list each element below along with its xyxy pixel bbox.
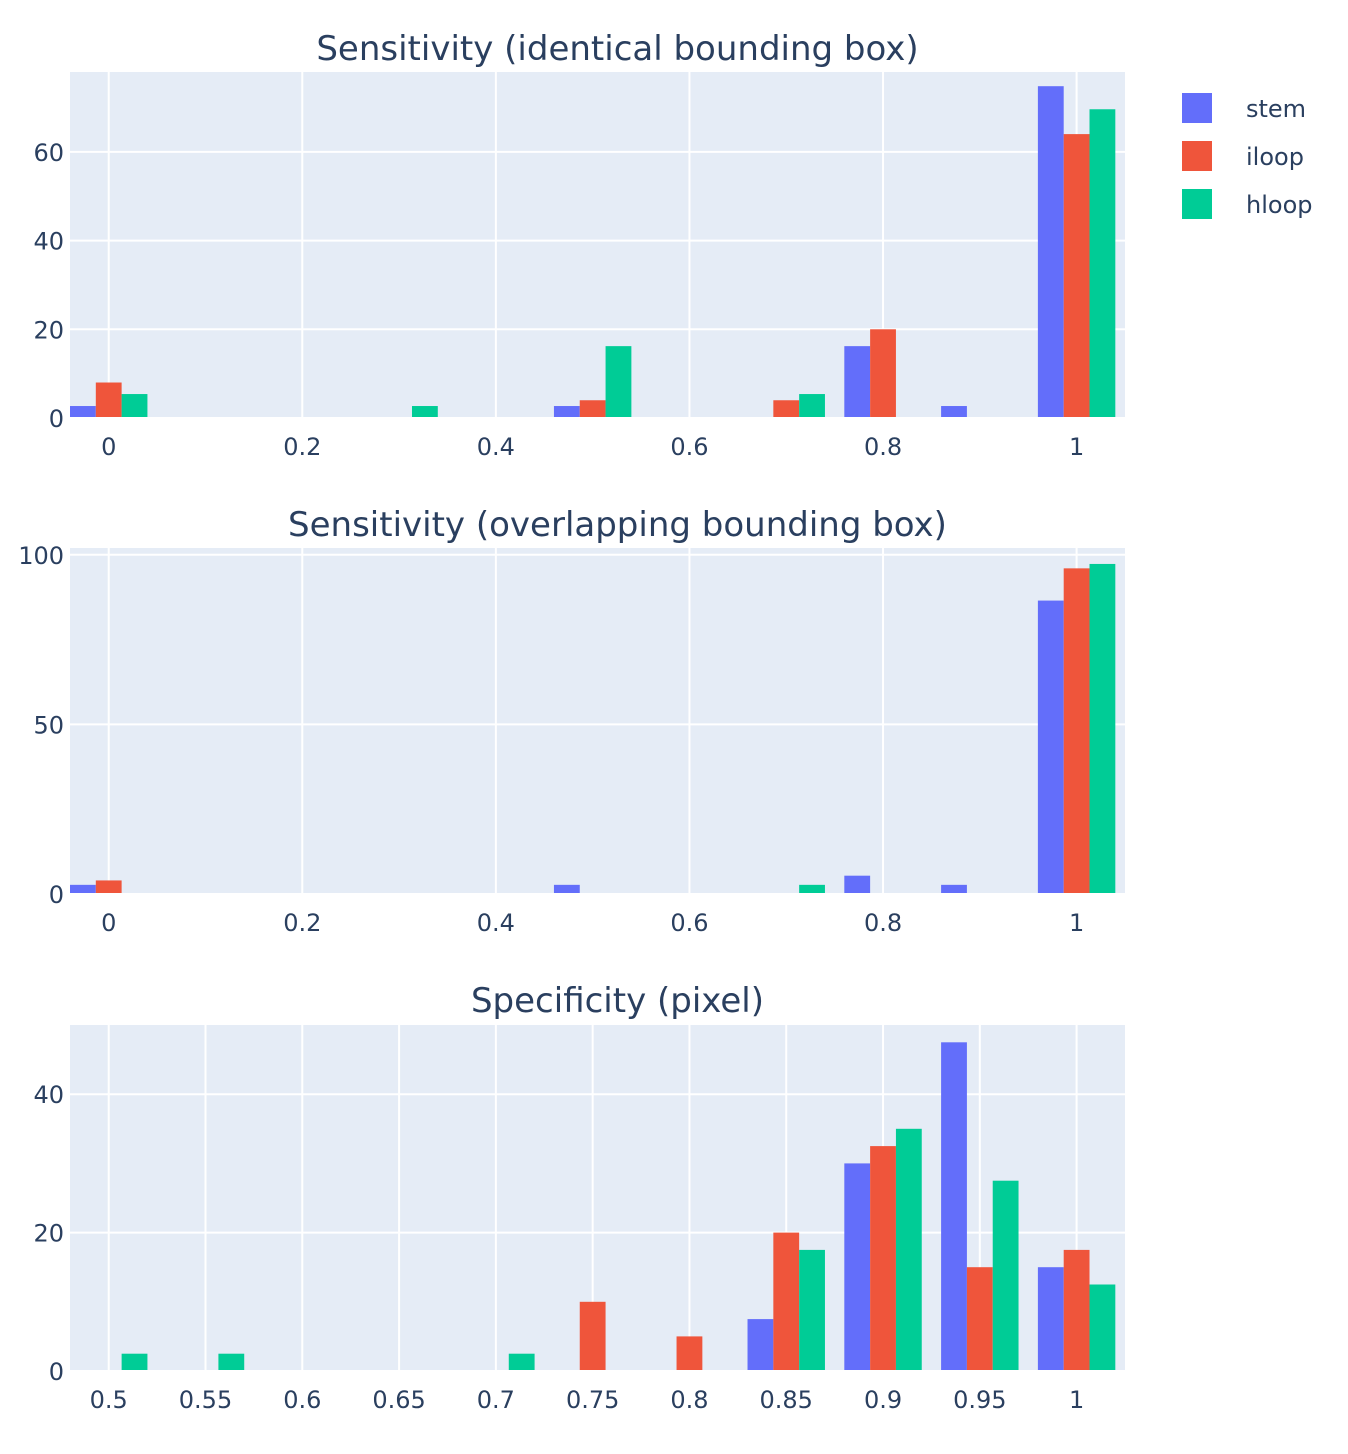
- bar-stem-8: [844, 875, 871, 894]
- bar-hloop-0: [121, 394, 148, 418]
- legend-swatch: [1182, 141, 1212, 171]
- x-tick-label: 0.65: [372, 1386, 425, 1414]
- x-tick-label: 1: [1069, 1386, 1084, 1414]
- bar-stem-10: [1037, 86, 1064, 418]
- bar-stem-10: [1037, 1267, 1064, 1371]
- bar-stem-0: [70, 884, 96, 894]
- x-tick-label: 0.85: [760, 1386, 813, 1414]
- legend-item-hloop[interactable]: hloop: [1182, 189, 1312, 219]
- bar-iloop-0: [95, 382, 122, 418]
- x-tick-label: 0.2: [283, 433, 321, 461]
- bar-hloop-8: [895, 1128, 922, 1371]
- x-tick-label: 0: [101, 433, 116, 461]
- bar-iloop-5: [579, 400, 606, 418]
- x-tick-label: 0.7: [477, 1386, 515, 1414]
- x-tick-label: 0.8: [864, 433, 902, 461]
- bar-iloop-0: [95, 880, 122, 894]
- legend-item-iloop[interactable]: iloop: [1182, 141, 1304, 171]
- x-tick-label: 0.4: [477, 433, 515, 461]
- bar-iloop-9: [966, 1267, 993, 1371]
- x-tick-label: 0.2: [283, 909, 321, 937]
- chart-title: Specificity (pixel): [471, 981, 764, 1021]
- bar-hloop-4: [508, 1353, 535, 1371]
- bar-hloop-10: [1089, 563, 1116, 894]
- bar-iloop-7: [773, 1232, 800, 1371]
- bar-iloop-8: [870, 1146, 896, 1371]
- x-tick-label: 0.8: [864, 909, 902, 937]
- legend-swatch: [1182, 189, 1212, 219]
- x-tick-label: 0.55: [179, 1386, 232, 1414]
- bar-hloop-0: [121, 1353, 148, 1371]
- bar-hloop-7: [799, 394, 825, 418]
- bar-stem-9: [941, 884, 967, 894]
- y-tick-label: 20: [33, 316, 64, 344]
- legend-swatch: [1182, 93, 1212, 123]
- bar-iloop-10: [1063, 568, 1090, 894]
- y-tick-label: 40: [33, 1081, 64, 1109]
- y-tick-label: 0: [49, 405, 64, 433]
- chart-panel-1: 0 0.2 0.4 0.6 0.8 1 0 20 40 60 Sensitivity (identi…: [33, 29, 1125, 461]
- x-tick-label: 1: [1069, 433, 1084, 461]
- plot-background: [70, 72, 1125, 418]
- bar-stem-10: [1037, 600, 1064, 894]
- bar-iloop-6: [676, 1336, 703, 1371]
- chart-panel-2: 0 0.2 0.4 0.6 0.8 1 0 50 100 Sensitivity (overlap…: [18, 505, 1125, 937]
- bar-hloop-5: [605, 346, 632, 418]
- bar-iloop-10: [1063, 1249, 1090, 1371]
- bar-iloop-8: [870, 329, 896, 418]
- bar-stem-0: [70, 406, 96, 418]
- x-tick-label: 0.75: [566, 1386, 619, 1414]
- x-tick-label: 0: [101, 909, 116, 937]
- bar-stem-8: [844, 346, 871, 418]
- y-tick-label: 0: [49, 881, 64, 909]
- chart-title: Sensitivity (overlapping bounding box): [288, 505, 947, 545]
- legend: stem iloop hloop: [1182, 93, 1312, 219]
- y-tick-label: 40: [33, 228, 64, 256]
- legend-item-stem[interactable]: stem: [1182, 93, 1306, 123]
- legend-label: stem: [1246, 95, 1306, 123]
- x-tick-label: 0.8: [670, 1386, 708, 1414]
- bar-stem-7: [747, 1319, 774, 1371]
- bar-hloop-7: [799, 1249, 825, 1371]
- x-tick-label: 0.6: [283, 1386, 321, 1414]
- bar-stem-5: [553, 406, 580, 418]
- bar-stem-9: [941, 1042, 967, 1371]
- bar-hloop-7: [799, 884, 825, 894]
- chart-title: Sensitivity (identical bounding box): [316, 29, 918, 69]
- bar-iloop-7: [773, 400, 800, 418]
- chart-panel-3: 0.5 0.55 0.6 0.65 0.7 0.75 0.8 0.85 0.9 0.95 1 0 20 4…: [33, 981, 1125, 1414]
- bar-iloop-10: [1063, 134, 1090, 418]
- bar-hloop-10: [1089, 1284, 1116, 1371]
- bar-stem-8: [844, 1163, 871, 1371]
- plot-background: [70, 548, 1125, 894]
- y-tick-label: 20: [33, 1220, 64, 1248]
- bar-hloop-1: [218, 1353, 245, 1371]
- y-tick-label: 0: [49, 1358, 64, 1386]
- bar-stem-9: [941, 406, 967, 418]
- bar-hloop-3: [411, 406, 438, 418]
- legend-label: iloop: [1246, 143, 1304, 171]
- x-tick-label: 0.6: [670, 909, 708, 937]
- y-tick-label: 60: [33, 139, 64, 167]
- x-tick-label: 0.4: [477, 909, 515, 937]
- legend-label: hloop: [1246, 191, 1312, 219]
- chart-panels: 0 0.2 0.4 0.6 0.8 1 0 20 40 60 Sensitivity (identi…: [18, 29, 1125, 1414]
- x-tick-label: 1: [1069, 909, 1084, 937]
- bar-hloop-10: [1089, 109, 1116, 418]
- x-tick-label: 0.5: [90, 1386, 128, 1414]
- bar-hloop-9: [992, 1180, 1019, 1371]
- bar-stem-5: [553, 884, 580, 894]
- y-tick-label: 50: [33, 711, 64, 739]
- bar-iloop-5: [579, 1301, 606, 1371]
- x-tick-label: 0.95: [953, 1386, 1006, 1414]
- y-tick-label: 100: [18, 542, 64, 570]
- x-tick-label: 0.9: [864, 1386, 902, 1414]
- x-tick-label: 0.6: [670, 433, 708, 461]
